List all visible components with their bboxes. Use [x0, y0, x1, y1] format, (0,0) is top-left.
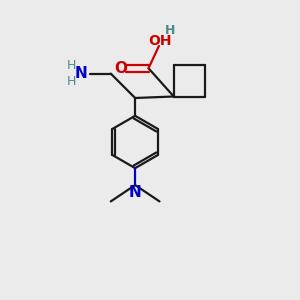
Text: OH: OH: [149, 34, 172, 48]
Text: N: N: [129, 185, 142, 200]
Text: H: H: [165, 24, 175, 37]
Text: H: H: [67, 59, 76, 72]
Text: H: H: [67, 75, 76, 88]
Text: N: N: [75, 66, 87, 81]
Text: O: O: [114, 61, 128, 76]
